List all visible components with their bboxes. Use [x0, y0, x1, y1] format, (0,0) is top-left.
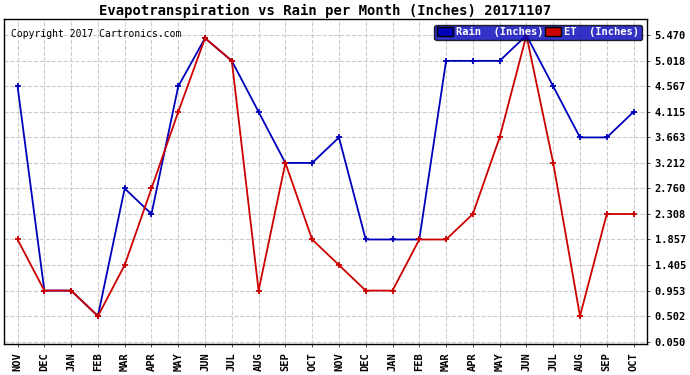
Text: Copyright 2017 Cartronics.com: Copyright 2017 Cartronics.com [10, 29, 181, 39]
Title: Evapotranspiration vs Rain per Month (Inches) 20171107: Evapotranspiration vs Rain per Month (In… [99, 4, 552, 18]
Legend: Rain  (Inches), ET  (Inches): Rain (Inches), ET (Inches) [435, 25, 642, 40]
